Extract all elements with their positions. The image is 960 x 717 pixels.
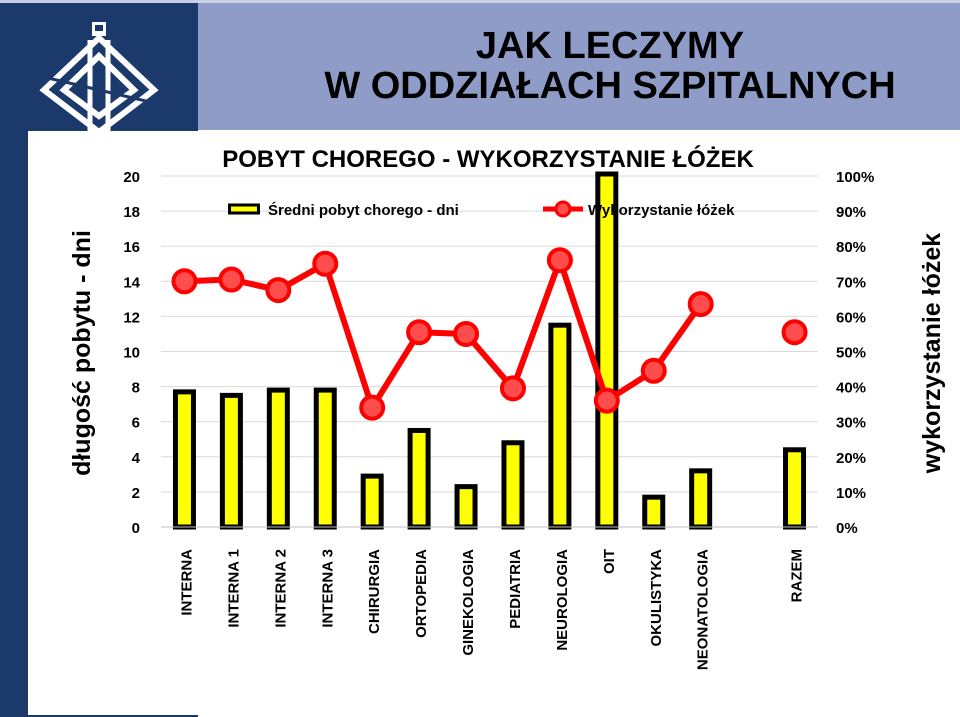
line-point [171,268,198,295]
line-point [640,357,667,384]
y2-tick-label: 40% [836,380,866,397]
y2-tick-label: 50% [836,345,866,362]
line-point [453,320,480,347]
bar [595,171,619,530]
slide-title-line-2: W ODDZIAŁACH SZPITALNYCH [324,65,896,107]
y2-tick-label: 70% [836,274,866,291]
category-label: INTERNA 1 [225,549,242,628]
series-line [184,257,704,411]
y-tick-label: 8 [132,380,140,397]
y-tick-label: 2 [132,485,140,502]
y-tick-label: 0 [132,520,140,537]
bar [313,387,337,530]
y-tick-label: 4 [132,450,141,467]
bar [407,427,431,530]
line-point [593,387,620,414]
bar [689,468,713,530]
line-point [781,319,808,346]
y2-tick-label: 10% [836,485,866,502]
category-label: ORTOPEDIA [413,549,430,638]
category-label: OIT [601,549,618,574]
legend-marker-swatch [554,200,572,218]
slide-title-line-1: JAK LECZYMY [475,25,745,67]
y-tick-label: 10 [123,345,140,362]
category-label: PEDIATRIA [507,549,524,629]
y-tick-label: 16 [123,239,140,256]
y-tick-label: 18 [123,204,140,221]
chart-panel: 0 2 4 6 8 10 12 14 16 18 20 0% 10% 20% 30% 40% 50% 60% 70%… [28,131,957,715]
y2-tick-label: 30% [836,415,866,432]
y2-tick-label: 60% [836,309,866,326]
line-point [312,250,339,277]
chart: 0 2 4 6 8 10 12 14 16 18 20 0% 10% 20% 30% 40% 50% 60% 70%… [68,145,946,670]
y-tick-label: 6 [132,415,140,432]
bar [360,473,384,530]
header-band [198,0,960,130]
line-point [359,394,386,421]
y2-axis-title: wykorzystanie łóżek [918,233,946,474]
hospital-emblem-icon [39,22,159,135]
y-axis-title: długość pobytu - dni [68,230,96,476]
y2-tick-label: 0% [836,520,858,537]
line-point [406,319,433,346]
legend-label: Wykorzystanie łóżek [588,202,735,219]
category-label: NEUROLOGIA [554,549,571,651]
line-point [265,277,292,304]
line-point [546,247,573,274]
bar [783,447,807,530]
y2-tick-label: 90% [836,204,866,221]
line-point [687,291,714,318]
bar [266,387,290,530]
category-label: OKULISTYKA [648,549,665,647]
chart-title: POBYT CHOREGO - WYKORZYSTANIE ŁÓŻEK [222,145,754,173]
bar [548,322,572,530]
y-tick-label: 20 [123,169,140,186]
bar [219,392,243,530]
y2-tick-label: 100% [836,169,874,186]
category-label: NEONATOLOGIA [695,549,712,670]
line-point [218,266,245,293]
line-point [499,375,526,402]
category-label: INTERNA 2 [272,549,289,628]
category-label: INTERNA [178,549,195,616]
bar [642,494,666,530]
top-edge-line [0,0,960,3]
category-label: CHIRURGIA [366,549,383,634]
y-tick-label: 14 [123,274,140,291]
y2-tick-label: 80% [836,239,866,256]
y2-tick-label: 20% [836,450,866,467]
category-label: GINEKOLOGIA [460,549,477,656]
bar [501,440,525,530]
category-label: INTERNA 3 [319,549,336,628]
slide-title: JAK LECZYMY W ODDZIAŁACH SZPITALNYCH [300,26,920,106]
legend-label: Średni pobyt chorego - dni [268,201,459,219]
bar [172,389,196,530]
y-tick-label: 12 [123,309,140,326]
category-label: RAZEM [789,549,806,602]
bar [454,484,478,530]
